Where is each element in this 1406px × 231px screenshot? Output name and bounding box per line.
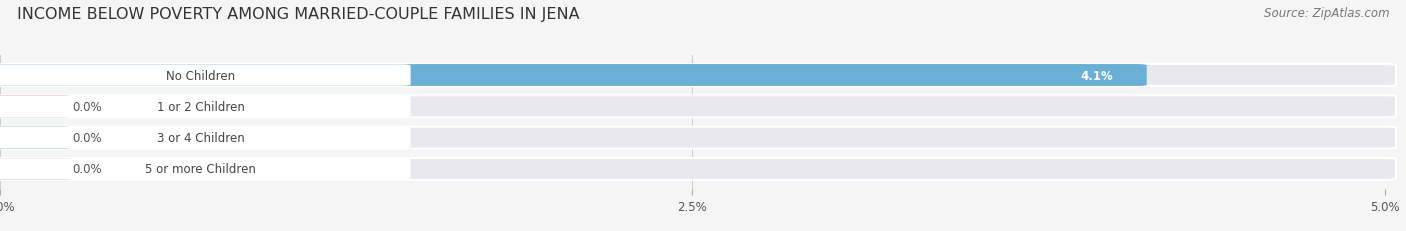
Text: No Children: No Children <box>166 69 235 82</box>
Text: 0.0%: 0.0% <box>72 163 101 176</box>
FancyBboxPatch shape <box>0 127 1396 149</box>
Text: 4.1%: 4.1% <box>1081 69 1114 82</box>
FancyBboxPatch shape <box>0 65 1396 87</box>
FancyBboxPatch shape <box>0 159 411 179</box>
Text: 3 or 4 Children: 3 or 4 Children <box>157 131 245 144</box>
FancyBboxPatch shape <box>0 158 1396 180</box>
Text: 0.0%: 0.0% <box>72 100 101 113</box>
FancyBboxPatch shape <box>0 158 72 180</box>
FancyBboxPatch shape <box>0 96 1396 118</box>
FancyBboxPatch shape <box>0 65 1147 87</box>
Text: 0.0%: 0.0% <box>72 131 101 144</box>
FancyBboxPatch shape <box>0 127 72 149</box>
FancyBboxPatch shape <box>0 97 411 117</box>
Text: 1 or 2 Children: 1 or 2 Children <box>157 100 245 113</box>
Text: INCOME BELOW POVERTY AMONG MARRIED-COUPLE FAMILIES IN JENA: INCOME BELOW POVERTY AMONG MARRIED-COUPL… <box>17 7 579 22</box>
FancyBboxPatch shape <box>0 128 411 148</box>
FancyBboxPatch shape <box>0 66 411 86</box>
Text: Source: ZipAtlas.com: Source: ZipAtlas.com <box>1264 7 1389 20</box>
Text: 5 or more Children: 5 or more Children <box>145 163 256 176</box>
FancyBboxPatch shape <box>0 96 72 118</box>
